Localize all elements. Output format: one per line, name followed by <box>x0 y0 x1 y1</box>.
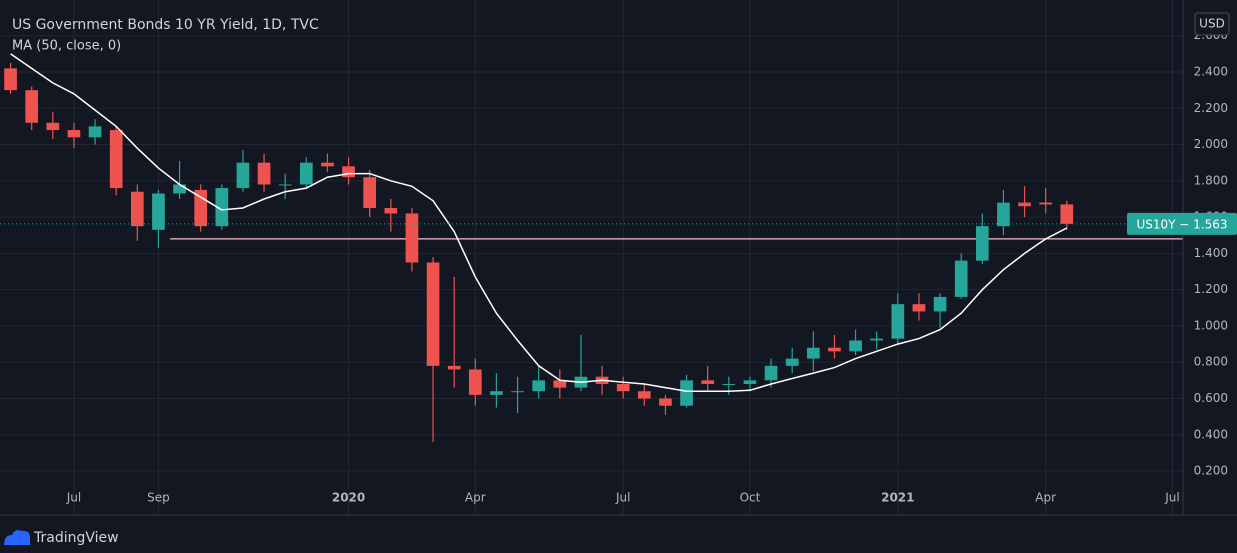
grid <box>0 0 1183 515</box>
candle-body <box>659 398 672 406</box>
candle-body <box>532 380 546 392</box>
candle-body <box>912 304 926 312</box>
candle-body <box>109 130 123 189</box>
candle-body <box>25 90 39 123</box>
candle-body <box>997 202 1010 227</box>
candle-body <box>342 166 355 178</box>
candle-body <box>46 122 60 131</box>
candle-body <box>511 391 524 393</box>
candle-body <box>447 365 461 370</box>
candle-body <box>67 130 81 138</box>
brand: TradingView <box>33 530 119 546</box>
indicator-label: MA (50, close, 0) <box>12 39 121 54</box>
price-tag-box <box>1127 212 1237 235</box>
y-tick-label: 1.000 <box>1194 318 1228 332</box>
candle-body <box>806 347 820 359</box>
y-tick-label: 2.000 <box>1194 137 1228 151</box>
candle-body <box>321 162 334 167</box>
x-tick-label: 2020 <box>332 491 365 505</box>
candle-body <box>722 383 736 385</box>
candle-body <box>490 391 503 395</box>
candle-body <box>405 213 419 263</box>
candle-body <box>701 380 715 384</box>
candle-body <box>891 304 905 339</box>
candle-body <box>468 369 482 395</box>
y-tick-label: 1.800 <box>1194 173 1228 187</box>
x-tick-label: Jul <box>1164 491 1179 505</box>
candle-body <box>764 365 778 381</box>
candle-body <box>257 162 271 185</box>
plot <box>0 53 1183 443</box>
y-tick-label: 1.400 <box>1194 246 1228 260</box>
candle-body <box>299 162 313 185</box>
candle-body <box>88 126 102 138</box>
currency[interactable]: USD <box>1199 17 1225 31</box>
price-tag: US10Y − 1.563 <box>1136 217 1227 231</box>
x-tick-label: Sep <box>147 491 170 505</box>
candle-body <box>236 162 250 189</box>
y-tick-label: 2.400 <box>1194 65 1228 79</box>
candle-body <box>870 338 884 341</box>
candle-body <box>849 340 862 352</box>
candle-body <box>1039 202 1053 205</box>
candle-body <box>785 358 799 366</box>
y-tick-label: 1.200 <box>1194 282 1228 296</box>
x-tick-label: Jul <box>66 491 81 505</box>
y-tick-label: 2.200 <box>1194 101 1228 115</box>
candle-body <box>4 68 17 91</box>
candle-body <box>278 184 292 186</box>
candle-body <box>426 262 440 366</box>
candle-body <box>130 191 144 227</box>
candle-body <box>680 380 693 406</box>
candle-body <box>933 296 947 312</box>
candle-body <box>637 391 651 399</box>
y-tick-label: 0.400 <box>1194 427 1228 441</box>
x-tick-label: 2021 <box>881 491 914 505</box>
candle-body <box>152 193 165 230</box>
candle-body <box>1060 204 1074 224</box>
x-tick-label: Oct <box>740 491 761 505</box>
candle-body <box>828 347 841 352</box>
candle-body <box>616 383 630 392</box>
x-tick-label: Apr <box>465 491 486 505</box>
candle-body <box>975 226 989 261</box>
logo-icon <box>4 530 30 545</box>
y-tick-label: 0.200 <box>1194 464 1228 478</box>
candle-body <box>743 380 757 384</box>
candle-body <box>954 260 968 297</box>
x-tick-label: Apr <box>1035 491 1056 505</box>
candle-body <box>363 177 377 209</box>
ma-line <box>10 53 1068 392</box>
candle-body <box>553 380 567 388</box>
currency-box[interactable] <box>1194 12 1230 36</box>
y-tick-label: 0.600 <box>1194 391 1228 405</box>
candle-body <box>215 188 229 227</box>
brand-logo <box>4 530 30 545</box>
x-tick-label: Jul <box>615 491 630 505</box>
chart-title: US Government Bonds 10 YR Yield, 1D, TVC <box>12 17 319 33</box>
candle-body <box>173 184 186 194</box>
candle-body <box>1018 202 1031 207</box>
candle-body <box>384 208 398 214</box>
y-tick-label: 0.800 <box>1194 355 1228 369</box>
